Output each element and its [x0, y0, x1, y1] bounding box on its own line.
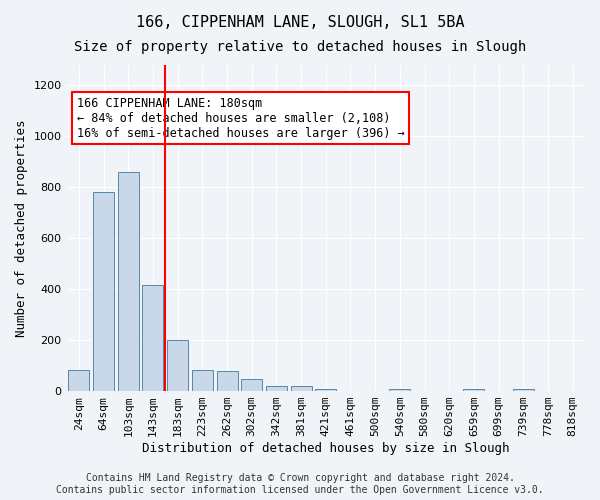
Text: Size of property relative to detached houses in Slough: Size of property relative to detached ho…	[74, 40, 526, 54]
Bar	[389, 388, 410, 391]
Bar	[68, 370, 89, 391]
Bar	[167, 340, 188, 391]
Text: 166 CIPPENHAM LANE: 180sqm
← 84% of detached houses are smaller (2,108)
16% of s: 166 CIPPENHAM LANE: 180sqm ← 84% of deta…	[77, 96, 404, 140]
Bar	[142, 286, 163, 391]
Bar	[266, 386, 287, 391]
Bar	[463, 388, 484, 391]
Bar	[241, 379, 262, 391]
Bar	[315, 388, 336, 391]
Bar	[290, 386, 311, 391]
Bar	[217, 370, 238, 391]
Text: Contains HM Land Registry data © Crown copyright and database right 2024.
Contai: Contains HM Land Registry data © Crown c…	[56, 474, 544, 495]
Bar	[93, 192, 114, 391]
Y-axis label: Number of detached properties: Number of detached properties	[15, 120, 28, 337]
X-axis label: Distribution of detached houses by size in Slough: Distribution of detached houses by size …	[142, 442, 509, 455]
Bar	[513, 388, 534, 391]
Bar	[192, 370, 213, 391]
Text: 166, CIPPENHAM LANE, SLOUGH, SL1 5BA: 166, CIPPENHAM LANE, SLOUGH, SL1 5BA	[136, 15, 464, 30]
Bar	[118, 172, 139, 391]
